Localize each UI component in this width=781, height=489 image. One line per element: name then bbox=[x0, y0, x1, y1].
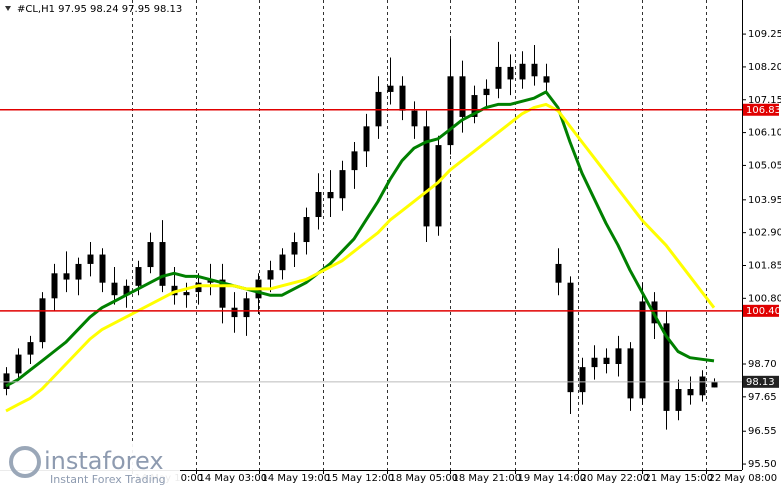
marks-layer bbox=[0, 38, 742, 430]
candle-body bbox=[135, 267, 142, 286]
candle-body bbox=[435, 145, 442, 227]
candle-body bbox=[411, 110, 418, 127]
candle-body bbox=[39, 298, 46, 343]
candle-body bbox=[183, 292, 190, 296]
candle-body bbox=[99, 254, 106, 283]
watermark: instaforex Instant Forex Trading bbox=[0, 444, 180, 489]
y-tick-label: 102.90 bbox=[748, 228, 781, 239]
candle-body bbox=[519, 63, 526, 80]
x-tick-label: 20 May 22:00 bbox=[581, 473, 650, 484]
candle-body bbox=[87, 254, 94, 264]
y-tick-label: 98.70 bbox=[748, 359, 777, 370]
candle-body bbox=[495, 66, 502, 89]
y-tick-label: 96.55 bbox=[748, 426, 777, 437]
candle-body bbox=[579, 367, 586, 393]
x-tick-label: 22 May 08:00 bbox=[709, 473, 778, 484]
candle-body bbox=[639, 301, 646, 399]
y-tick-label: 100.80 bbox=[748, 293, 781, 304]
level-tag bbox=[743, 304, 779, 317]
y-tick-label: 97.65 bbox=[748, 392, 777, 403]
candle-body bbox=[459, 76, 466, 117]
candle-body bbox=[231, 307, 238, 318]
y-tick-label: 95.50 bbox=[748, 459, 777, 470]
watermark-tagline: Instant Forex Trading bbox=[50, 473, 166, 486]
y-tick-label: 107.15 bbox=[748, 95, 781, 106]
x-tick-label: 21 May 15:00 bbox=[645, 473, 714, 484]
level-tag bbox=[743, 103, 779, 116]
candle-body bbox=[399, 85, 406, 111]
candle-body bbox=[567, 282, 574, 393]
candle-body bbox=[627, 348, 634, 399]
candle-body bbox=[555, 263, 562, 283]
y-tick-label: 109.25 bbox=[748, 29, 781, 40]
watermark-bg bbox=[0, 444, 180, 489]
level-label: 106.83 bbox=[746, 105, 781, 116]
candle-body bbox=[291, 242, 298, 255]
candle-body bbox=[531, 63, 538, 77]
chart-title: #CL,H1 97.95 98.24 97.95 98.13 bbox=[17, 4, 182, 15]
watermark-logo bbox=[9, 446, 41, 478]
candle-body bbox=[507, 66, 514, 80]
x-tick-label: 18 May 21:00 bbox=[453, 473, 522, 484]
y-tick-label: 106.10 bbox=[748, 128, 781, 139]
x-tick-label: 14 May 19:00 bbox=[262, 473, 331, 484]
candle-body bbox=[663, 323, 670, 411]
y-tick-label: 105.05 bbox=[748, 160, 781, 171]
grid-layer bbox=[132, 0, 707, 470]
candle-body bbox=[159, 242, 166, 286]
candle-body bbox=[603, 357, 610, 364]
candle-body bbox=[315, 192, 322, 218]
candle-body bbox=[339, 170, 346, 199]
candle-body bbox=[303, 217, 310, 243]
candle-body bbox=[699, 376, 706, 396]
x-tick-label: 14 May 03:00 bbox=[199, 473, 268, 484]
candle-body bbox=[327, 192, 334, 199]
candle-body bbox=[363, 126, 370, 152]
candle-body bbox=[687, 389, 694, 396]
y-tick-label: 103.95 bbox=[748, 195, 781, 206]
title-icon bbox=[5, 6, 11, 11]
candle-body bbox=[447, 76, 454, 146]
candle-body bbox=[267, 270, 274, 280]
candle-body bbox=[195, 282, 202, 293]
x-tick-label: 15 May 12:00 bbox=[326, 473, 395, 484]
x-tick-label: 18 May 05:00 bbox=[390, 473, 459, 484]
candle-body bbox=[423, 126, 430, 227]
moving-average bbox=[5, 90, 715, 388]
candle-body bbox=[111, 282, 118, 296]
candle-body bbox=[615, 348, 622, 364]
candle-body bbox=[147, 242, 154, 268]
candle-body bbox=[351, 151, 358, 171]
candle-body bbox=[3, 373, 10, 390]
candle-body bbox=[219, 279, 226, 308]
y-tick-label: 108.20 bbox=[748, 62, 781, 73]
candle-body bbox=[711, 381, 718, 388]
y-tick-label: 101.85 bbox=[748, 260, 781, 271]
candle-body bbox=[51, 273, 58, 299]
price-tag bbox=[743, 375, 779, 388]
candle-body bbox=[123, 285, 130, 296]
candle-body bbox=[591, 357, 598, 368]
candle-body bbox=[27, 342, 34, 355]
candle-body bbox=[543, 76, 550, 83]
candle-body bbox=[63, 273, 70, 280]
price-label: 98.13 bbox=[746, 377, 775, 388]
level-label: 100.40 bbox=[746, 306, 781, 317]
candle-body bbox=[279, 254, 286, 271]
candle-body bbox=[243, 298, 250, 318]
candle-body bbox=[387, 85, 394, 92]
watermark-name: instaforex bbox=[44, 447, 164, 475]
candle-body bbox=[75, 263, 82, 280]
moving-average bbox=[5, 102, 716, 413]
candle-body bbox=[675, 389, 682, 411]
candle-body bbox=[483, 88, 490, 96]
candle-body bbox=[15, 354, 22, 374]
x-tick-label: 19 May 14:00 bbox=[518, 473, 587, 484]
candle-body bbox=[471, 95, 478, 117]
